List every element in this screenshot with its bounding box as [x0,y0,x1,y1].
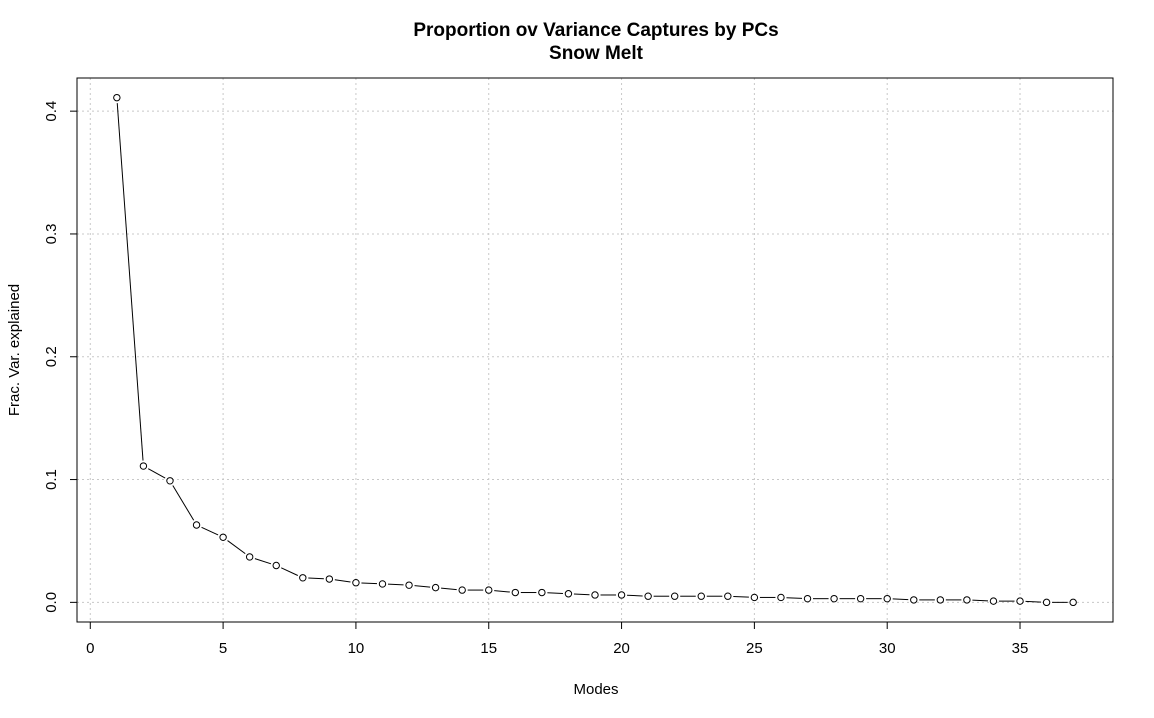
data-point [166,477,174,485]
line-segment [308,577,324,580]
data-point [564,590,573,598]
y-tick-label: 0.3 [43,224,60,245]
data-point [936,596,945,604]
data-point [405,581,413,589]
x-tick-label: 15 [480,640,497,657]
data-point [963,596,971,604]
data-point [724,592,732,600]
line-segment [1025,600,1042,603]
data-point [1069,598,1077,607]
data-point [883,594,891,603]
data-point [670,592,679,600]
data-point [325,575,334,583]
line-segment [201,526,219,536]
data-point [192,521,201,529]
data-point [538,588,546,597]
line-segment [254,558,272,565]
x-tick-label: 35 [1012,640,1029,657]
line-segment [627,594,643,597]
data-point [644,592,652,600]
axes: 0 5 10 15 20 25 30 35 0.0 0.1 0.2 0.3 0.4 [43,101,1028,657]
y-axis-label: Frac. Var. explained [6,284,23,416]
data-point [697,592,705,600]
line-segment [334,579,351,583]
data-point [989,597,998,605]
line-segment [786,597,803,599]
data-series [113,93,1077,607]
line-segment [892,598,909,601]
data-point [1016,597,1024,605]
line-segment [116,103,144,461]
chart-title: Proportion ov Variance Captures by PCs [413,20,778,41]
data-point [830,594,838,603]
grid [77,78,1113,622]
y-tick-label: 0.4 [43,101,60,122]
x-tick-label: 0 [86,640,94,657]
x-tick-label: 25 [746,640,763,657]
data-point [299,574,307,582]
data-point [485,586,493,594]
line-segment [494,590,510,593]
y-tick-label: 0.0 [43,592,60,613]
data-point [910,596,918,604]
data-point [591,591,599,599]
x-tick-label: 30 [879,640,896,657]
data-point [245,553,254,561]
data-point [431,583,440,592]
line-segment [733,595,749,598]
data-point [803,594,812,603]
data-point [272,561,280,570]
data-point [1042,598,1051,607]
line-segment [227,540,246,555]
data-point [750,593,759,602]
data-point [511,588,520,597]
line-segment [147,468,166,479]
x-axis-label: Modes [573,681,618,698]
line-segment [547,592,563,595]
data-point [352,579,360,587]
line-segment [414,585,431,588]
x-tick-label: 20 [613,640,630,657]
data-point [856,594,865,603]
line-segment [441,587,457,591]
data-point [113,93,121,102]
y-tick-label: 0.2 [43,346,60,367]
line-segment [573,593,590,596]
x-tick-label: 5 [219,640,227,657]
data-point [617,591,626,599]
data-point [139,462,148,470]
data-point [219,533,227,541]
data-point [777,593,785,602]
line-segment [972,599,988,602]
x-tick-label: 10 [348,640,365,657]
plot-frame [76,77,1114,623]
line-segment [387,583,404,586]
line-segment [281,567,299,576]
line-segment [361,582,378,585]
data-point [458,586,466,594]
data-point [378,580,387,588]
y-tick-label: 0.1 [43,469,60,490]
line-segment [172,485,195,521]
chart-subtitle: Snow Melt [549,43,644,64]
